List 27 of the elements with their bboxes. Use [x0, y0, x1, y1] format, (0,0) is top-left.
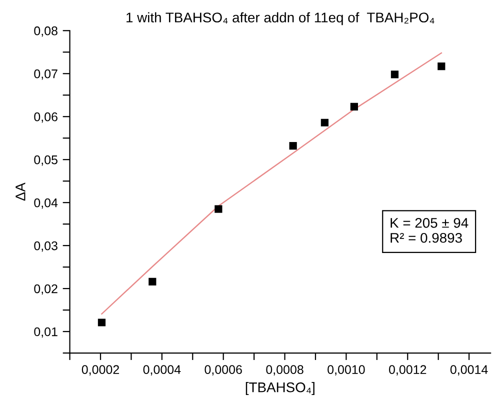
y-axis-title: ΔA — [16, 182, 26, 201]
x-tick-label: 0,0002 — [82, 365, 119, 376]
point — [438, 62, 446, 70]
x-tick-label: 0,0008 — [266, 365, 304, 376]
annotation: K = 205 ± 94 R² = 0.9893 — [390, 218, 468, 243]
point — [320, 118, 329, 126]
x-tick-label: 0,0004 — [143, 365, 181, 376]
y-tick-label: 0,03 — [34, 241, 58, 252]
y-tick-label: 0,02 — [34, 284, 58, 295]
chart-title: 1 with TBAHSO₄ after addn of 11eq of TBAH₂PO₄ — [126, 12, 434, 26]
y-tick-label: 0,01 — [34, 327, 58, 338]
y-tick-label: 0,04 — [34, 198, 58, 209]
y-tick-label: 0,07 — [34, 69, 58, 80]
point — [350, 102, 358, 111]
point — [390, 70, 399, 78]
y-tick-label: 0,06 — [34, 112, 58, 123]
point — [98, 318, 106, 326]
x-tick-label: 0,0014 — [450, 365, 488, 376]
x-tick-label: 0,0012 — [388, 365, 426, 376]
point — [289, 142, 297, 150]
point — [148, 278, 156, 286]
x-tick-label: 0,0006 — [204, 365, 242, 376]
point — [214, 205, 222, 213]
y-tick-label: 0,08 — [34, 26, 58, 37]
x-tick-label: 0,0010 — [328, 365, 365, 376]
y-tick-label: 0,05 — [34, 155, 58, 166]
x-axis-title: [TBAHSO₄] — [246, 382, 314, 395]
